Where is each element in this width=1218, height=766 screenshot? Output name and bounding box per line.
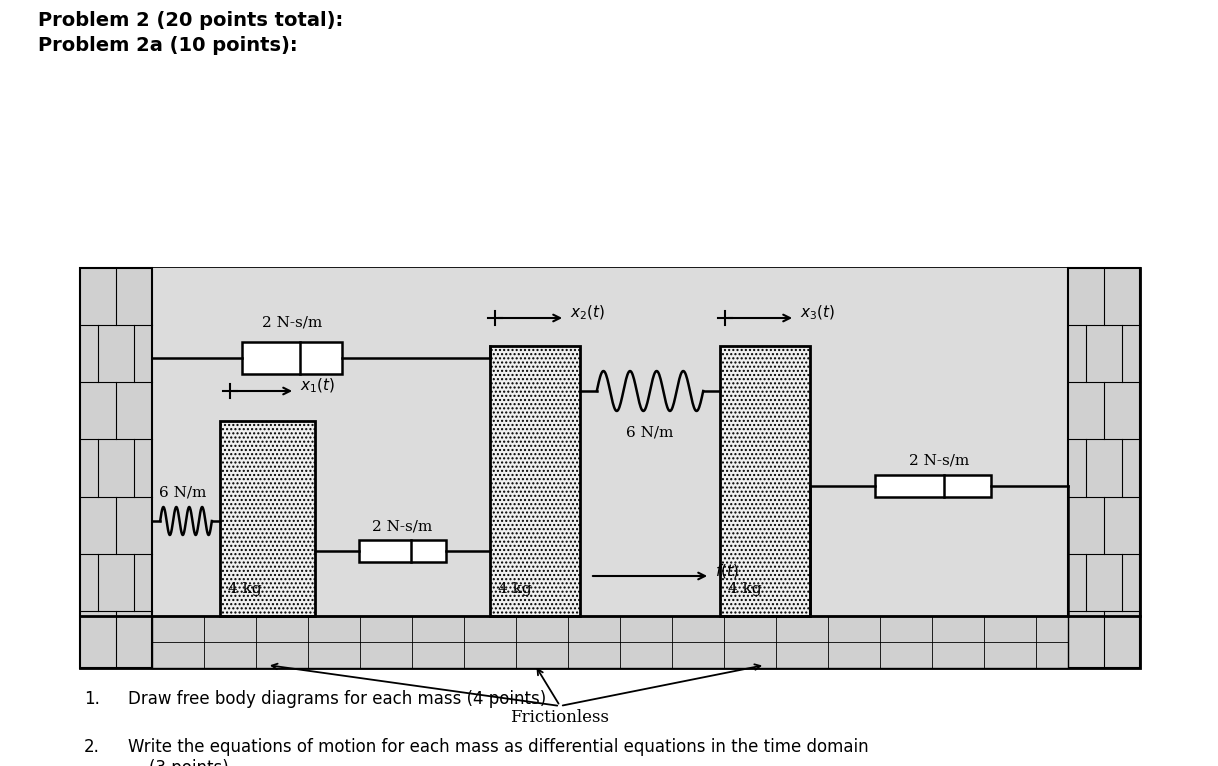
Bar (152, 616, 1068, 668)
Text: 2 N-s/m: 2 N-s/m (373, 519, 432, 533)
Bar (875, 475, 990, 497)
Text: 2.: 2. (84, 738, 100, 756)
Bar (152, 268, 1068, 616)
Bar (220, 421, 315, 616)
Text: 2 N-s/m: 2 N-s/m (262, 316, 322, 330)
Text: Draw free body diagrams for each mass (4 points): Draw free body diagrams for each mass (4… (128, 690, 546, 708)
Text: 6 N/m: 6 N/m (626, 426, 674, 440)
Text: Problem 2a (10 points):: Problem 2a (10 points): (38, 36, 297, 55)
Text: 4 kg: 4 kg (228, 582, 262, 596)
Bar (80, 268, 1140, 668)
Text: $f(t)$: $f(t)$ (715, 562, 739, 580)
Text: 6 N/m: 6 N/m (158, 485, 206, 499)
Bar (490, 346, 580, 616)
Text: Write the equations of motion for each mass as differential equations in the tim: Write the equations of motion for each m… (128, 738, 868, 766)
Bar (242, 342, 342, 374)
Text: Problem 2 (20 points total):: Problem 2 (20 points total): (38, 11, 343, 30)
Bar (80, 268, 152, 668)
Text: 2 N-s/m: 2 N-s/m (909, 454, 970, 468)
Text: $x_2(t)$: $x_2(t)$ (570, 304, 605, 322)
Text: Frictionless: Frictionless (510, 709, 609, 726)
Bar (359, 540, 446, 562)
Text: $x_3(t)$: $x_3(t)$ (800, 304, 836, 322)
Text: $x_1(t)$: $x_1(t)$ (300, 377, 335, 395)
Bar (1068, 268, 1140, 668)
Text: 1.: 1. (84, 690, 100, 708)
Bar (720, 346, 810, 616)
Text: 4 kg: 4 kg (728, 582, 761, 596)
Text: 4 kg: 4 kg (498, 582, 531, 596)
